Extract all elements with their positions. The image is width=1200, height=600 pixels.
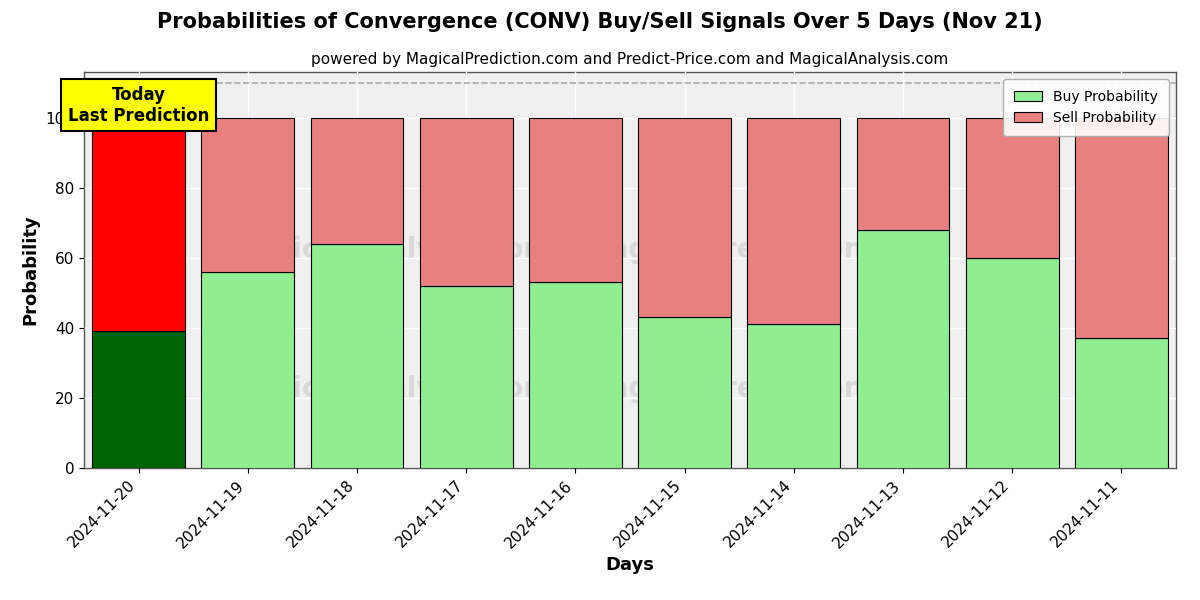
Bar: [311, 118, 403, 244]
Y-axis label: Probability: Probability: [22, 215, 40, 325]
Bar: [857, 230, 949, 468]
Bar: [420, 286, 512, 468]
Bar: [638, 118, 731, 317]
Bar: [748, 325, 840, 468]
Legend: Buy Probability, Sell Probability: Buy Probability, Sell Probability: [1003, 79, 1169, 136]
Text: Today
Last Prediction: Today Last Prediction: [68, 86, 209, 125]
Bar: [857, 118, 949, 230]
Bar: [529, 282, 622, 468]
Bar: [92, 118, 185, 331]
Bar: [1075, 338, 1168, 468]
Bar: [529, 118, 622, 282]
Bar: [1075, 118, 1168, 338]
X-axis label: Days: Days: [606, 556, 654, 574]
Bar: [638, 317, 731, 468]
Bar: [748, 118, 840, 325]
Bar: [92, 331, 185, 468]
Bar: [202, 118, 294, 272]
Bar: [311, 244, 403, 468]
Text: MagicalAnalysis.com: MagicalAnalysis.com: [227, 375, 553, 403]
Text: MagicalPrediction.com: MagicalPrediction.com: [583, 375, 940, 403]
Title: powered by MagicalPrediction.com and Predict-Price.com and MagicalAnalysis.com: powered by MagicalPrediction.com and Pre…: [311, 52, 949, 67]
Text: MagicalAnalysis.com: MagicalAnalysis.com: [227, 236, 553, 264]
Text: Probabilities of Convergence (CONV) Buy/Sell Signals Over 5 Days (Nov 21): Probabilities of Convergence (CONV) Buy/…: [157, 12, 1043, 32]
Bar: [420, 118, 512, 286]
Bar: [966, 258, 1058, 468]
Bar: [202, 272, 294, 468]
Text: MagicalPrediction.com: MagicalPrediction.com: [583, 236, 940, 264]
Bar: [966, 118, 1058, 258]
